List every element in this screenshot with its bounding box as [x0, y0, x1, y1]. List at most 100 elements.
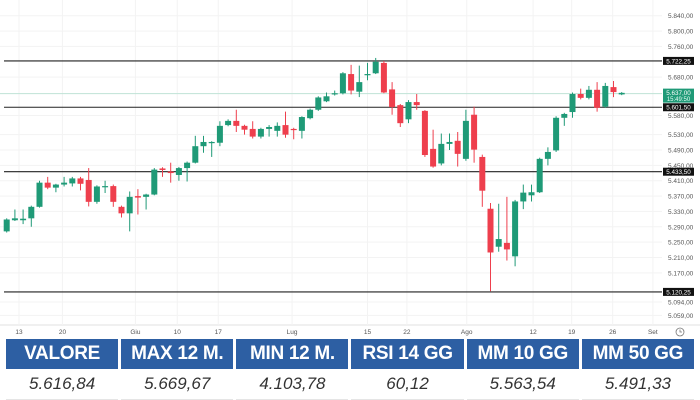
x-tick-label: Lug: [287, 329, 298, 336]
candle-body: [610, 87, 617, 93]
candle-body: [126, 196, 133, 214]
candle-body: [397, 105, 404, 124]
candle: [200, 135, 207, 153]
candle: [462, 109, 469, 161]
candle: [61, 176, 68, 187]
candle: [225, 119, 232, 127]
candle-body: [594, 89, 601, 108]
candle: [134, 189, 141, 215]
x-tick-label: 13: [15, 329, 23, 336]
candle: [577, 88, 584, 100]
y-tick-label: 5.059,00: [668, 313, 694, 320]
candle-body: [118, 206, 125, 214]
y-axis: 5.840,00 5.800,00 5.760,00 5.680,00 5.580,00…: [668, 13, 694, 320]
x-tick-label: Ago: [461, 329, 473, 336]
candle-body: [446, 141, 453, 144]
y-tick-label: 5.290,00: [668, 224, 694, 231]
y-tick-label: 5.490,00: [668, 148, 694, 155]
last-price-time: 15:49:50: [667, 97, 691, 103]
clock-icon[interactable]: [675, 327, 685, 337]
candle: [249, 121, 256, 139]
candle-body: [495, 239, 502, 247]
candle-body: [192, 146, 199, 163]
candle-body: [20, 218, 27, 221]
candle: [602, 82, 609, 108]
y-tick-label: 5.330,00: [668, 209, 694, 216]
candle: [594, 82, 601, 112]
candle: [3, 218, 10, 233]
candle: [380, 61, 387, 94]
candle-body: [143, 194, 150, 197]
candle-body: [61, 182, 68, 185]
x-tick-label: 19: [568, 329, 576, 336]
candle: [126, 191, 133, 232]
candle: [503, 196, 510, 261]
candle: [364, 62, 371, 81]
candle-body: [438, 143, 445, 164]
candlestick-chart: 5.722,25 5.601,50 5.433,50 5.120,25 5.637,00…: [0, 0, 700, 337]
candle: [11, 209, 18, 222]
x-tick-label: 22: [403, 329, 411, 336]
candle: [446, 133, 453, 151]
candle-body: [134, 196, 141, 198]
candle-body: [553, 117, 560, 151]
candle: [495, 203, 502, 252]
y-tick-label: 5.800,00: [668, 29, 694, 36]
level-label: 5.433,50: [666, 169, 691, 176]
candle: [159, 167, 166, 177]
candle-body: [536, 158, 543, 193]
candle-body: [544, 151, 551, 159]
candle-body: [421, 110, 428, 156]
candle-body: [618, 92, 625, 95]
candle-body: [290, 128, 297, 131]
candle-body: [77, 178, 84, 184]
level-label: 5.722,25: [666, 58, 691, 65]
candle: [307, 108, 314, 120]
candle-body: [257, 128, 264, 137]
header-rsi-14gg: RSI 14 GG: [351, 339, 464, 369]
candle-body: [216, 125, 223, 143]
candle-body: [462, 120, 469, 159]
candle-body: [339, 73, 346, 94]
candle: [44, 176, 51, 190]
candle: [274, 122, 281, 137]
candle: [20, 209, 27, 225]
candles: [3, 57, 625, 292]
candle: [569, 92, 576, 118]
candle: [421, 110, 428, 157]
header-min-12m: MIN 12 M.: [236, 339, 349, 369]
candle: [528, 184, 535, 202]
candle: [69, 176, 76, 187]
candle-body: [85, 179, 92, 202]
candle: [512, 199, 519, 267]
candle: [561, 112, 568, 126]
header-mm-50gg: MM 50 GG: [581, 339, 694, 369]
candle-body: [512, 201, 519, 257]
level-lines: 5.722,25 5.601,50 5.433,50 5.120,25 5.637,00…: [0, 56, 694, 296]
candle: [323, 92, 330, 103]
candle: [192, 135, 199, 164]
last-price-label: 5.637,00: [666, 90, 691, 97]
y-tick-label: 5.680,00: [668, 75, 694, 82]
candle: [85, 168, 92, 207]
candle: [77, 176, 84, 191]
y-tick-label: 5.094,00: [668, 299, 694, 306]
candle: [389, 82, 396, 115]
x-tick-label: 20: [59, 329, 67, 336]
candle-body: [266, 127, 273, 129]
candle: [544, 147, 551, 166]
candle: [372, 57, 379, 75]
candle: [184, 161, 191, 182]
x-tick-label: 10: [174, 329, 182, 336]
candle-body: [44, 182, 51, 188]
candle: [167, 162, 174, 183]
x-tick-label: 12: [530, 329, 538, 336]
candle: [208, 141, 215, 157]
candle-body: [167, 171, 174, 174]
candle: [216, 121, 223, 147]
candle-body: [413, 102, 420, 106]
level-tag: [663, 287, 694, 296]
candle-body: [282, 125, 289, 135]
candle-body: [315, 97, 322, 110]
candle-body: [348, 74, 355, 91]
